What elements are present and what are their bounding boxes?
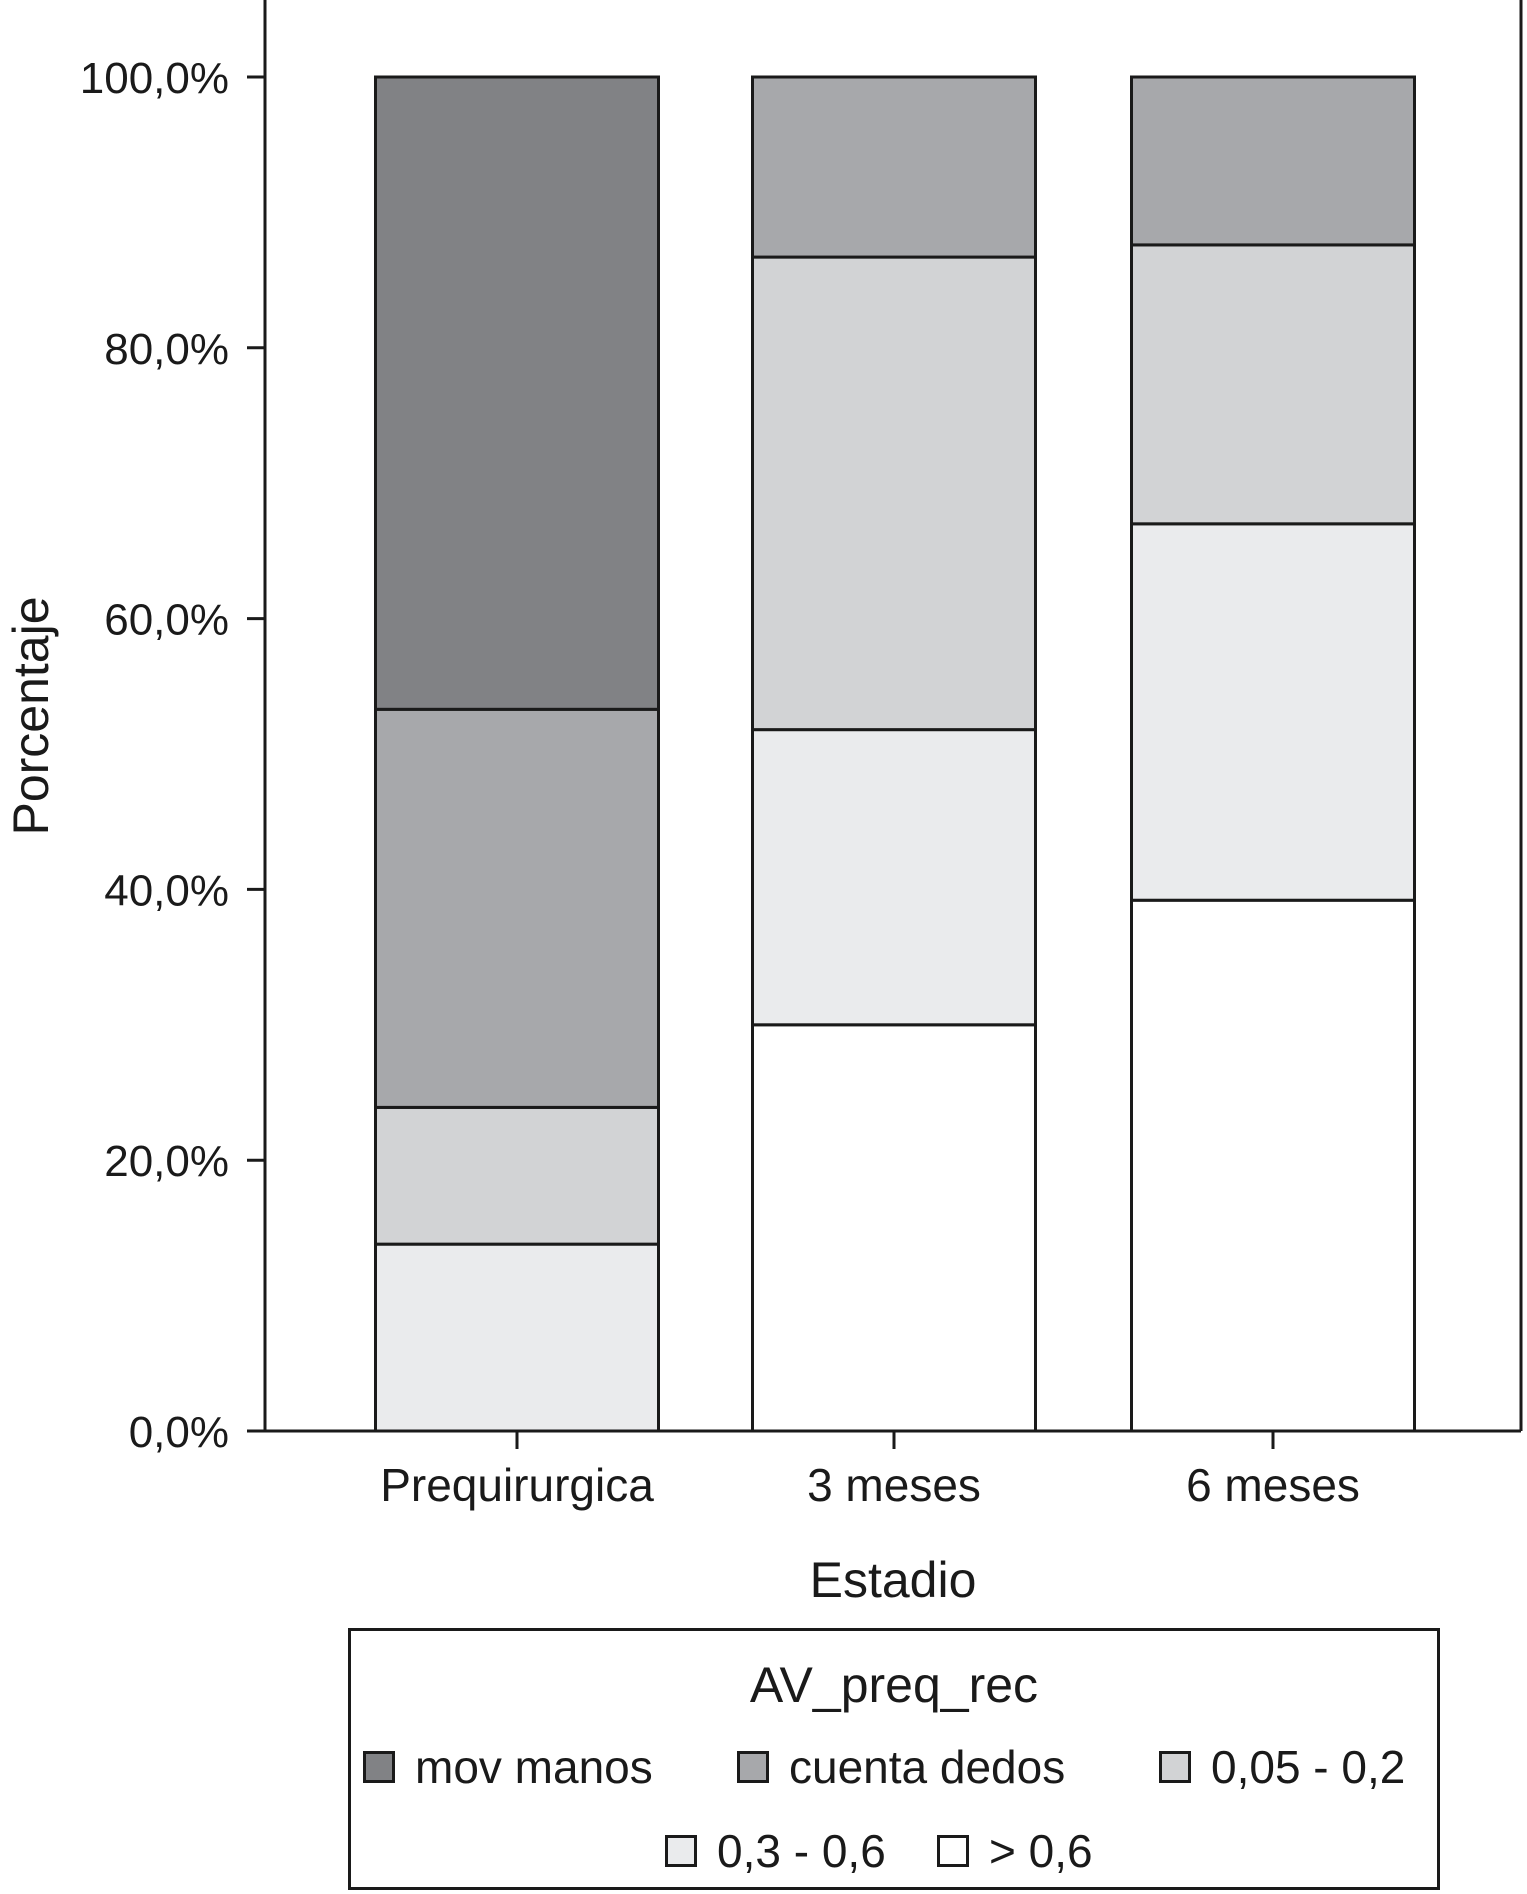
legend-item-cuenta-dedos: cuenta dedos — [737, 1739, 1065, 1795]
bar-segment-3-meses-cuenta-dedos — [751, 75, 1037, 259]
bar-segment-prequirurgica-0-3-0-6 — [374, 1242, 660, 1433]
legend-item-005-02: 0,05 - 0,2 — [1159, 1739, 1405, 1795]
y-tick-label: 40,0% — [104, 866, 229, 915]
legend-swatch-mov-manos — [363, 1751, 395, 1783]
legend-label-005-02: 0,05 - 0,2 — [1211, 1741, 1406, 1793]
bar-segment-6-meses-0-6 — [1130, 898, 1416, 1433]
y-tick-label: 60,0% — [104, 596, 229, 645]
legend-label-cuenta-dedos: cuenta dedos — [789, 1741, 1066, 1793]
legend-item-mov-manos: mov manos — [363, 1739, 653, 1795]
legend-swatch-005-02 — [1159, 1751, 1191, 1783]
legend-swatch-cuenta-dedos — [737, 1751, 769, 1783]
bar-segment-3-meses-0-6 — [751, 1023, 1037, 1433]
legend-title: AV_preq_rec — [749, 1657, 1039, 1713]
x-tick-label: 3 meses — [807, 1459, 981, 1511]
bar-segment-prequirurgica-0-05-0-2 — [374, 1105, 660, 1246]
y-tick-label: 80,0% — [104, 325, 229, 374]
legend-label-03-06: 0,3 - 0,6 — [717, 1825, 886, 1877]
legend-label-mov-manos: mov manos — [415, 1741, 653, 1793]
legend-item-03-06: 0,3 - 0,6 — [665, 1823, 886, 1879]
legend-label-gt-06: > 0,6 — [989, 1825, 1093, 1877]
bar-segment-prequirurgica-cuenta-dedos — [374, 707, 660, 1109]
bar-segment-3-meses-0-05-0-2 — [751, 255, 1037, 732]
legend-swatch-03-06 — [665, 1835, 697, 1867]
stacked-bar-chart: 0,0% 20,0% 40,0% 60,0% 80,0% 100,0% Prequirur… — [3, 0, 1523, 1608]
x-tick-label: Prequirurgica — [380, 1459, 654, 1511]
bar-segment-3-meses-0-3-0-6 — [751, 728, 1037, 1027]
legend-item-gt-06: > 0,6 — [937, 1823, 1093, 1879]
y-tick-label: 0,0% — [129, 1408, 229, 1457]
bar-segment-6-meses-cuenta-dedos — [1130, 75, 1416, 247]
x-tick-label: 6 meses — [1186, 1459, 1360, 1511]
x-axis-title: Estadio — [810, 1552, 977, 1608]
legend-swatch-gt-06 — [937, 1835, 969, 1867]
y-tick-label: 20,0% — [104, 1137, 229, 1186]
y-axis-title: Porcentaje — [3, 596, 59, 835]
bar-segment-6-meses-0-3-0-6 — [1130, 522, 1416, 902]
legend: AV_preq_rec mov manos cuenta dedos 0,05 … — [348, 1628, 1440, 1890]
bar-segment-prequirurgica-mov-manos — [374, 75, 660, 711]
bar-segment-6-meses-0-05-0-2 — [1130, 243, 1416, 526]
y-tick-label: 100,0% — [80, 54, 229, 103]
